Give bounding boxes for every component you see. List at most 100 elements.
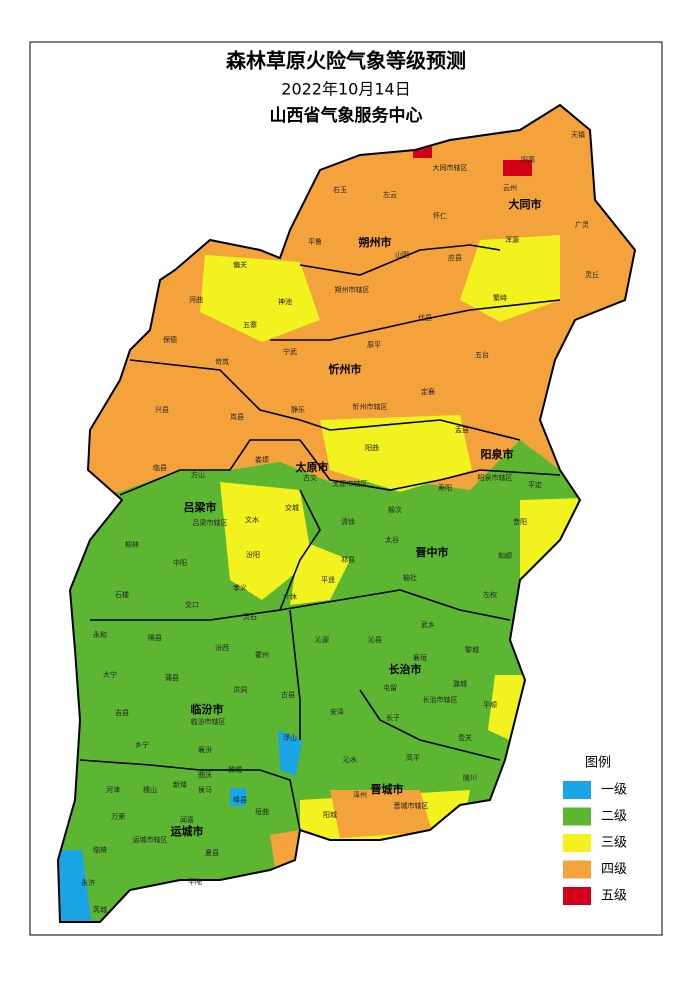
county-label: 天镇: [571, 130, 585, 139]
county-label: 武乡: [421, 620, 435, 629]
city-label: 太原市: [295, 460, 329, 474]
county-label: 安泽: [330, 707, 344, 716]
county-label: 介休: [283, 592, 297, 601]
county-label: 五寨: [243, 320, 257, 329]
legend-label: 二级: [601, 809, 627, 824]
county-label: 中阳: [173, 558, 187, 567]
county-label: 岢岚: [215, 358, 229, 366]
county-label: 榆社: [403, 573, 417, 582]
level-4-area: [330, 790, 432, 838]
county-label: 沁源: [315, 635, 329, 644]
city-label: 临汾市: [191, 702, 224, 716]
legend-label: 三级: [601, 836, 627, 851]
county-label: 永济: [81, 878, 95, 887]
county-label: 定襄: [421, 387, 435, 396]
county-label: 潞城: [453, 679, 467, 688]
county-label: 曲沃: [198, 770, 212, 779]
level-3-area: [200, 255, 320, 342]
county-label: 阳曲: [365, 443, 379, 452]
county-label: 河津: [106, 786, 120, 794]
county-label: 岚县: [230, 413, 244, 421]
legend-swatch: [563, 807, 591, 826]
county-label: 左云: [383, 190, 397, 199]
county-label: 偏关: [233, 260, 247, 269]
county-label: 高平: [406, 753, 420, 762]
county-label: 兴县: [155, 405, 169, 414]
county-label: 方山: [191, 470, 205, 479]
city-label: 吕梁市: [184, 500, 217, 514]
county-label: 陵川: [463, 773, 477, 782]
county-label: 沁县: [368, 635, 382, 644]
county-label: 吕梁市辖区: [193, 518, 228, 527]
county-label: 沁水: [343, 755, 357, 764]
level-1-area: [230, 788, 246, 806]
county-label: 壶关: [458, 733, 472, 742]
county-label: 侯马: [198, 785, 212, 794]
county-label: 霍州: [255, 651, 269, 659]
map-org: 山西省气象服务中心: [270, 105, 423, 126]
level-3-area: [290, 540, 350, 605]
county-label: 长治市辖区: [423, 695, 458, 704]
county-label: 寿阳: [438, 483, 452, 492]
county-label: 平陆: [188, 877, 202, 886]
level-5-area: [503, 160, 532, 176]
legend-swatch: [563, 834, 591, 852]
county-label: 左权: [483, 590, 497, 599]
legend-label: 五级: [601, 889, 627, 904]
city-label: 晋城市: [371, 782, 404, 796]
county-label: 晋城市辖区: [394, 801, 429, 810]
city-label: 朔州市: [359, 235, 392, 249]
county-label: 太原市辖区: [333, 479, 368, 488]
county-label: 应县: [448, 253, 462, 262]
city-label: 阳泉市: [481, 447, 514, 461]
county-label: 乡宁: [135, 740, 149, 749]
county-label: 平遥: [321, 575, 335, 584]
county-label: 平顺: [483, 701, 497, 709]
county-label: 吉县: [115, 709, 129, 717]
county-label: 大宁: [103, 670, 117, 679]
county-label: 黎城: [465, 645, 479, 654]
county-label: 汾西: [215, 643, 229, 652]
county-label: 云州: [503, 184, 517, 192]
level-3-area: [220, 482, 312, 600]
county-label: 原平: [367, 341, 381, 349]
county-label: 广灵: [575, 220, 589, 229]
county-label: 襄垣: [413, 653, 427, 662]
county-label: 万荣: [111, 812, 125, 821]
county-label: 山阴: [395, 250, 409, 259]
legend-label: 一级: [601, 783, 627, 798]
county-label: 怀仁: [433, 211, 447, 220]
county-label: 孝义: [233, 584, 247, 592]
county-label: 洪洞: [233, 685, 247, 694]
county-label: 阳高: [521, 155, 535, 164]
county-label: 古县: [281, 690, 295, 699]
city-label: 晋中市: [416, 545, 449, 559]
county-label: 灵石: [243, 613, 257, 621]
county-label: 稷山: [143, 785, 157, 794]
county-label: 浑源: [505, 235, 519, 244]
county-label: 宁武: [283, 347, 297, 356]
county-label: 文水: [245, 515, 259, 524]
city-label: 运城市: [171, 824, 204, 838]
county-label: 翼城: [228, 766, 242, 774]
county-label: 襄汾: [198, 745, 212, 754]
county-label: 垣曲: [255, 807, 269, 816]
city-label: 长治市: [389, 662, 422, 676]
county-label: 朔州市辖区: [335, 285, 370, 294]
county-label: 娄烦: [255, 455, 269, 464]
county-label: 祁县: [341, 555, 355, 564]
level-3-area: [320, 415, 472, 492]
county-label: 繁峙: [493, 293, 507, 302]
county-label: 和顺: [498, 551, 512, 560]
map-date: 2022年10月14日: [281, 80, 410, 99]
county-label: 闻喜: [180, 815, 194, 824]
county-label: 阳泉市辖区: [478, 473, 513, 482]
county-label: 静乐: [291, 405, 305, 414]
county-label: 浮山: [283, 733, 297, 742]
county-label: 盂县: [455, 426, 469, 434]
county-label: 隰县: [148, 633, 162, 642]
county-label: 屯留: [383, 683, 397, 692]
county-label: 昔阳: [513, 517, 527, 526]
